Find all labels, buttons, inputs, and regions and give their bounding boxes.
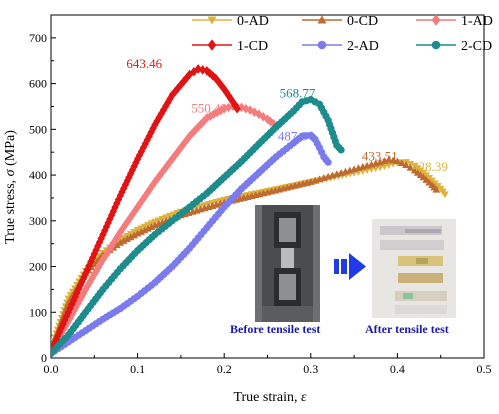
legend-marker: [207, 39, 217, 51]
data-point: [337, 146, 345, 154]
y-tick-label: 400: [29, 168, 47, 182]
before-test-photo: [255, 205, 320, 322]
series-2-ad: [51, 131, 332, 358]
y-tick-label: 200: [29, 260, 47, 274]
legend-label: 2-CD: [461, 39, 492, 54]
y-tick-label: 500: [29, 122, 47, 136]
y-axis-label: True stress, σ (MPa): [3, 130, 18, 244]
data-point: [259, 111, 267, 122]
legend-label: 1-AD: [461, 14, 493, 29]
after-caption: After tensile test: [365, 322, 449, 336]
legend-label: 0-AD: [237, 14, 269, 29]
series-1-cd: [51, 64, 241, 356]
after-test-photo: [372, 219, 456, 318]
y-tick-label: 600: [29, 77, 47, 91]
data-point: [246, 105, 254, 115]
series-1-ad: [51, 101, 280, 356]
x-tick-label: 0.2: [217, 362, 232, 376]
legend-marker: [431, 14, 441, 26]
axes: 0.0 0.1 0.2 0.3 0.4 0.5 0 100 200 300 400 500 600 700: [29, 14, 492, 376]
y-tick-label: 300: [29, 214, 47, 228]
x-tick-label: 0.3: [303, 362, 318, 376]
y-tick-label: 0: [41, 351, 47, 365]
legend-marker: [317, 15, 327, 24]
data-point: [384, 155, 393, 163]
data-point: [441, 191, 449, 199]
y-tick-label: 700: [29, 31, 47, 45]
data-point: [402, 161, 410, 168]
data-point: [406, 163, 415, 171]
x-tick-label: 0.5: [477, 362, 492, 376]
x-tick-label: 0.1: [130, 362, 145, 376]
x-axis-label: True strain, ε: [233, 390, 307, 405]
legend-marker: [207, 16, 217, 25]
peak-label: 643.46: [126, 56, 162, 71]
x-tick-label: 0.4: [390, 362, 405, 376]
peak-label: 428.39: [412, 159, 448, 174]
data-point: [237, 102, 246, 113]
series-layer: [51, 64, 449, 358]
data-point: [198, 65, 207, 75]
peak-label: 568.77: [280, 86, 316, 101]
legend-label: 2-AD: [347, 39, 379, 54]
data-point: [324, 158, 332, 166]
inset-panel: Before tensile test After tensile test: [230, 205, 456, 336]
legend-marker: [317, 40, 327, 50]
data-point: [255, 109, 263, 120]
legend: 0-AD 0-CD 1-AD 1-CD 2-AD 2-CD: [192, 14, 493, 54]
data-point: [233, 103, 241, 114]
data-point: [432, 185, 441, 193]
x-tick-label: 0.0: [44, 362, 59, 376]
legend-marker: [431, 40, 441, 50]
series-2-cd: [51, 96, 345, 358]
data-point: [250, 107, 259, 117]
peak-label: 550.49: [191, 100, 227, 115]
y-tick-label: 100: [29, 305, 47, 319]
legend-label: 0-CD: [347, 14, 378, 29]
peak-label: 487.04: [278, 128, 314, 143]
data-point: [389, 156, 397, 164]
data-point: [397, 159, 406, 167]
peak-label: 433.51: [362, 148, 398, 163]
annotation-layer: 643.46 550.49 568.77 487.04 433.51 428.39: [126, 56, 448, 174]
legend-label: 1-CD: [237, 39, 268, 54]
before-caption: Before tensile test: [230, 322, 320, 336]
data-point: [393, 157, 402, 165]
arrow-icon: [334, 253, 366, 280]
